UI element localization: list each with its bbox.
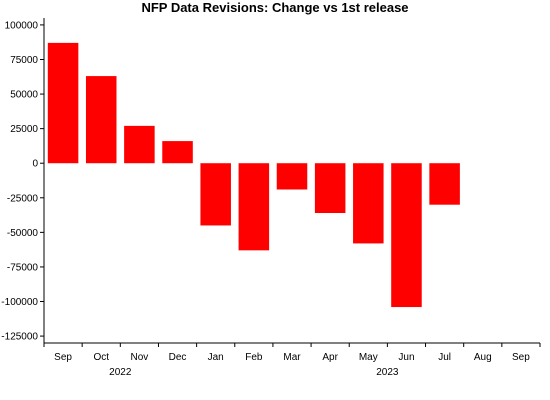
bar-may-8 <box>353 163 384 244</box>
y-tick-label: -50000 <box>7 228 39 239</box>
bar-sep-0 <box>47 42 79 164</box>
x-tick-label: Mar <box>283 352 301 363</box>
bar-nov-2 <box>124 125 155 164</box>
x-tick-label: Jul <box>438 352 451 363</box>
y-tick-label: 0 <box>32 159 38 170</box>
x-tick-label: Feb <box>245 352 263 363</box>
y-tick-label: -75000 <box>7 262 39 273</box>
bar-dec-3 <box>162 141 193 164</box>
x-tick-label: Aug <box>474 352 492 363</box>
chart-title: NFP Data Revisions: Change vs 1st releas… <box>141 0 408 15</box>
y-axis: 100000 75000 50000 25000 0 -25000 -50000 -75000… <box>1 18 45 343</box>
y-tick-label: 25000 <box>10 124 38 135</box>
x-year-label: 2022 <box>109 367 132 378</box>
x-tick-label: May <box>359 352 378 363</box>
y-tick-label: 75000 <box>10 55 38 66</box>
bar-jan-4 <box>200 163 231 226</box>
bar-mar-6 <box>276 163 308 190</box>
x-year-label: 2023 <box>376 367 399 378</box>
x-tick-label: Sep <box>512 352 530 363</box>
y-tick-label: 100000 <box>5 20 39 31</box>
y-tick-label: 50000 <box>10 90 38 101</box>
x-tick-label: Jan <box>208 352 224 363</box>
x-tick-label: Dec <box>169 352 187 363</box>
x-tick-label: Nov <box>130 352 148 363</box>
x-tick-label: Oct <box>93 352 109 363</box>
bar-feb-5 <box>238 163 270 251</box>
bar-apr-7 <box>314 163 346 213</box>
bar-jul-10 <box>429 163 460 205</box>
bar-jun-9 <box>391 163 422 308</box>
x-tick-label: Sep <box>54 352 72 363</box>
y-tick-label: -125000 <box>1 332 38 343</box>
bar-series <box>47 42 460 308</box>
x-tick-label: Jun <box>398 352 414 363</box>
bar-oct-1 <box>85 76 117 164</box>
y-tick-label: -25000 <box>7 193 39 204</box>
x-tick-label: Apr <box>322 352 338 363</box>
y-tick-label: -100000 <box>1 297 38 308</box>
x-axis: Sep Oct Nov Dec Jan Feb Mar Apr May Jun Jul Aug Sep 2… <box>43 342 541 378</box>
